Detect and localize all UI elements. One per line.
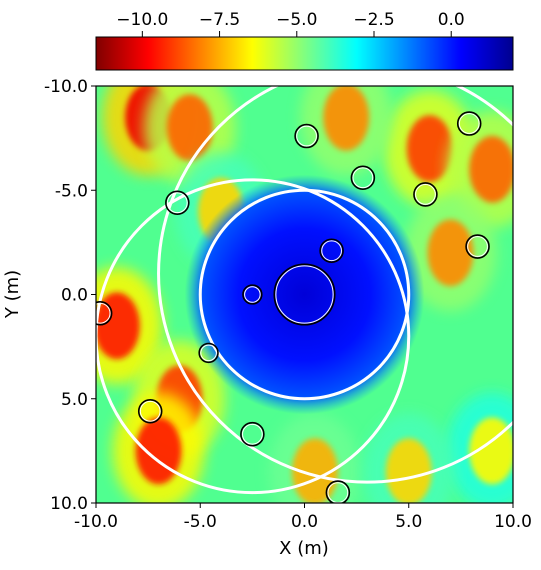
hot-spot [406, 115, 453, 182]
colorbar: −10.0 −7.5 −5.0 −2.5 0.0 [95, 10, 514, 71]
y-tick-label: -10.0 [44, 77, 88, 97]
small-circle-inner [200, 344, 217, 362]
x-tick-label: 10.0 [494, 512, 532, 532]
small-circle [240, 421, 265, 447]
small-circle-inner [242, 423, 263, 445]
small-circle-inner [415, 184, 436, 205]
hot-spot [96, 292, 140, 360]
large-circles [96, 86, 513, 495]
x-tick-label: 5.0 [395, 512, 422, 532]
small-circle [413, 182, 438, 207]
hot-spot [291, 438, 338, 503]
colorbar-tick-label: −5.0 [276, 10, 317, 30]
hot-spot [166, 94, 213, 162]
x-tick-label: -10.0 [74, 512, 118, 532]
hot-spot [323, 86, 370, 151]
y-axis-label: Y (m) [2, 270, 23, 319]
colorbar-tick-label: −7.5 [199, 10, 240, 30]
colorbar-ticks: −10.0 −7.5 −5.0 −2.5 0.0 [116, 10, 465, 37]
small-circle [465, 234, 490, 259]
y-tick-label: 5.0 [61, 390, 88, 410]
small-circle-inner [166, 192, 188, 214]
field-core-region [184, 174, 425, 415]
hot-spot [427, 219, 474, 287]
small-circle [165, 190, 190, 216]
small-circle [198, 342, 219, 364]
large-circle [157, 86, 513, 484]
plot-area: -10.0 -5.0 0.0 5.0 10.0 -10.0-5.00.05.010.0 … [2, 77, 532, 559]
small-circle [137, 398, 163, 424]
y-tick-label: 10.0 [50, 494, 88, 514]
small-circle [294, 123, 319, 149]
y-tick-label: 0.0 [61, 286, 88, 306]
small-circle [325, 480, 351, 503]
small-circle-inner [352, 167, 374, 189]
colorbar-tick-label: −10.0 [116, 10, 168, 30]
small-circle [242, 284, 263, 305]
colorbar-tick-label: 0.0 [438, 10, 465, 30]
colorbar-tick-label: −2.5 [353, 10, 394, 30]
x-tick-label: -5.0 [184, 512, 217, 532]
hot-spot [135, 417, 182, 485]
small-circle-inner [296, 125, 317, 147]
small-circle-inner [321, 240, 342, 262]
small-circles [96, 111, 490, 503]
hot-spot [385, 438, 432, 503]
small-circle [319, 238, 344, 263]
small-circle [456, 111, 482, 136]
x-axis-label: X (m) [279, 538, 329, 559]
x-tick-label: 0.0 [291, 512, 318, 532]
hot-spot [469, 136, 513, 203]
small-circle-inner [275, 265, 334, 324]
small-circle-inner [244, 286, 261, 303]
small-circle [96, 301, 113, 326]
colorbar-bar [95, 36, 514, 71]
small-circle-inner [96, 302, 111, 324]
large-circle [96, 178, 411, 495]
x-axis-ticks: -10.0 -5.0 0.0 5.0 10.0 [74, 503, 532, 532]
small-circle-inner [139, 400, 161, 422]
y-tick-label: -5.0 [55, 181, 88, 201]
small-circle-inner [458, 113, 480, 134]
small-circle [273, 263, 336, 326]
y-axis-ticks: -10.0 -5.0 0.0 5.0 10.0 [44, 77, 96, 514]
small-circle-inner [467, 236, 488, 257]
small-circle [350, 165, 376, 191]
